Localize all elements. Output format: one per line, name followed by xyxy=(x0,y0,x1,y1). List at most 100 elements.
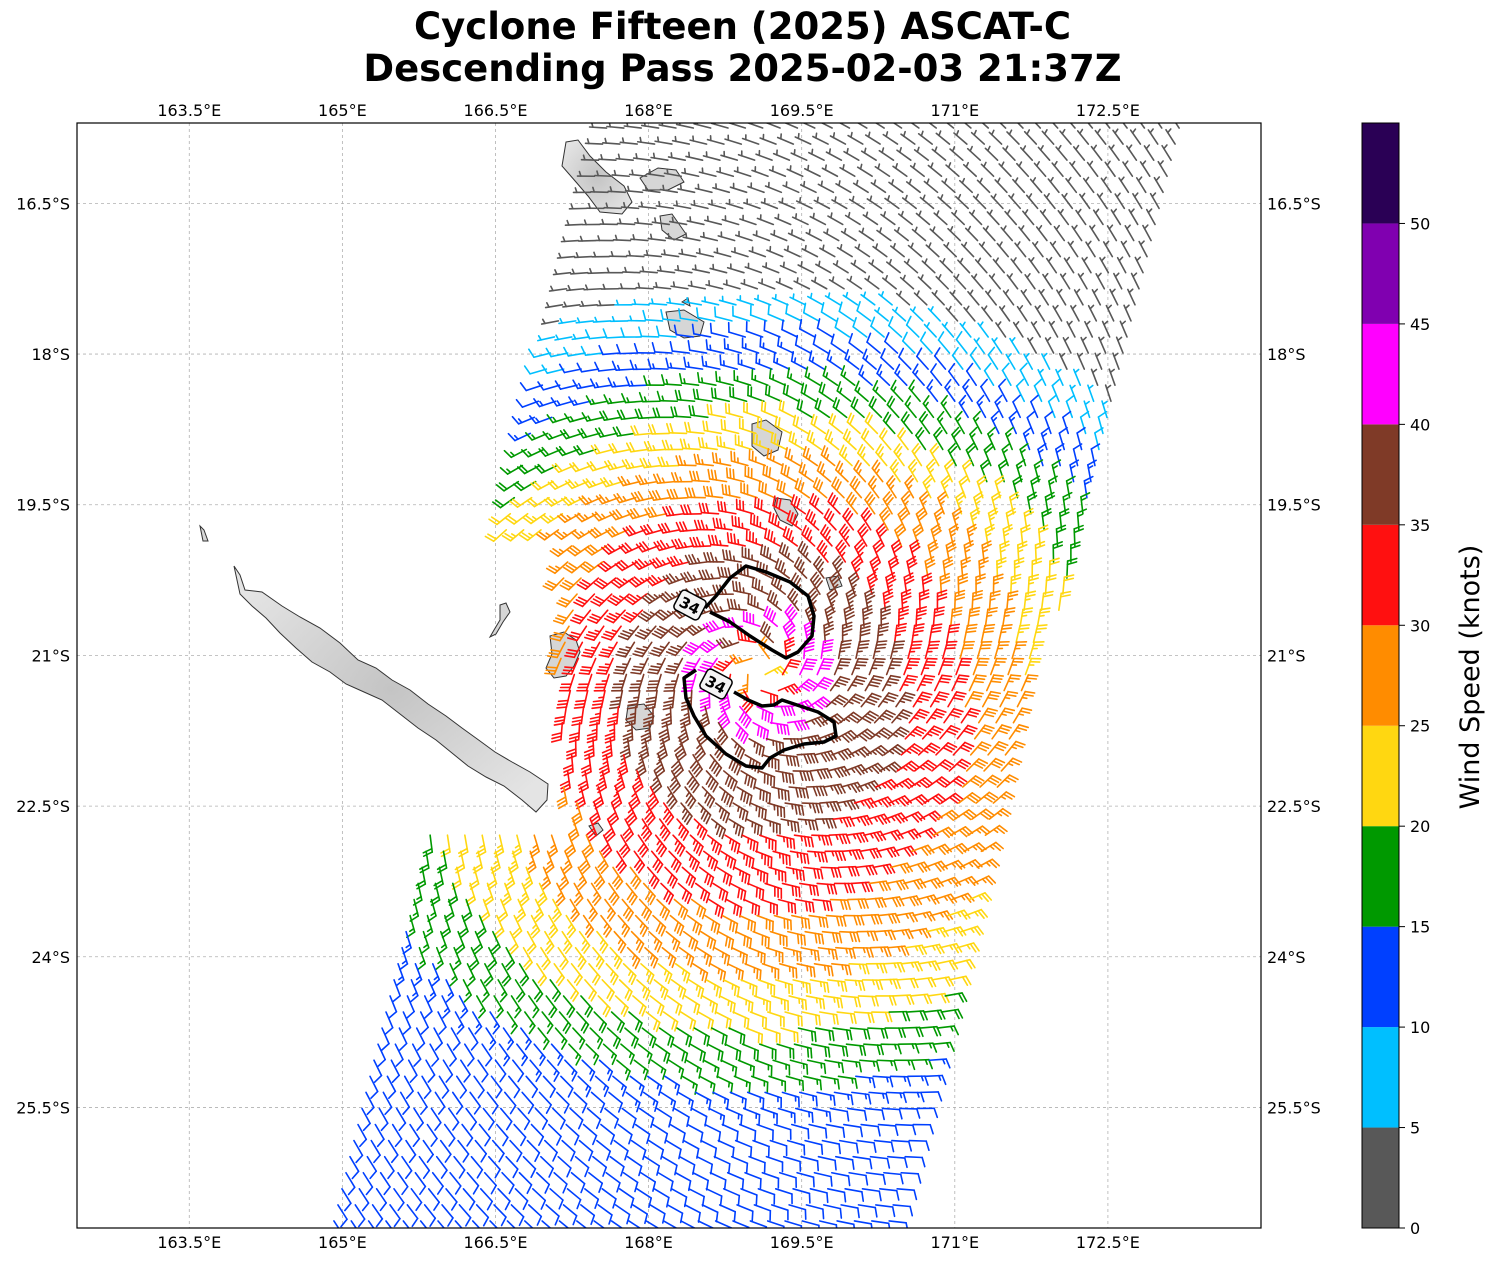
wind-barb xyxy=(897,210,913,226)
wind-barb xyxy=(814,397,831,419)
wind-barb xyxy=(652,281,672,290)
wind-barb xyxy=(991,491,1002,515)
wind-barb xyxy=(536,335,556,342)
wind-barb xyxy=(962,161,978,178)
wind-barb xyxy=(589,378,613,389)
wind-barb xyxy=(961,241,975,258)
wind-barb xyxy=(563,561,586,574)
wind-barb xyxy=(628,169,648,178)
wind-barb xyxy=(802,123,816,129)
wind-barb xyxy=(651,341,673,354)
wind-barb xyxy=(711,452,732,467)
wind-barb xyxy=(693,519,716,531)
wind-barb xyxy=(712,517,733,531)
wind-barb xyxy=(1040,590,1054,612)
wind-barb xyxy=(804,366,821,386)
wind-barb xyxy=(965,442,976,467)
wind-barb xyxy=(838,123,851,129)
wind-barb xyxy=(1081,256,1092,274)
wind-barb xyxy=(1022,209,1035,226)
wind-barb xyxy=(566,545,590,557)
wind-barb xyxy=(648,489,672,501)
wind-barb xyxy=(1110,208,1122,226)
wind-barb xyxy=(729,386,748,403)
wind-barb xyxy=(893,226,909,242)
wind-barb xyxy=(1032,240,1044,258)
wind-barb xyxy=(807,292,824,306)
wind-barb xyxy=(559,577,582,591)
wind-barb xyxy=(661,439,684,451)
wind-barb xyxy=(951,346,964,370)
wind-barb xyxy=(959,177,974,194)
wind-barb xyxy=(707,468,728,483)
wind-barb xyxy=(771,293,789,306)
wind-barb xyxy=(835,180,852,194)
wind-barb xyxy=(766,448,784,467)
wind-barb xyxy=(906,555,918,579)
wind-barb xyxy=(1016,161,1030,178)
wind-barb xyxy=(933,210,948,226)
wind-barb xyxy=(703,215,723,226)
wind-barb xyxy=(988,590,1001,612)
wind-barb xyxy=(626,250,645,258)
wind-barb xyxy=(1005,353,1016,370)
wind-barb xyxy=(698,167,717,178)
wind-barb xyxy=(802,445,819,467)
wind-barb xyxy=(870,179,887,194)
wind-barb xyxy=(846,412,861,435)
wind-barb xyxy=(603,394,626,405)
wind-barb xyxy=(780,463,797,483)
wind-barb xyxy=(1070,541,1081,563)
wind-barb xyxy=(709,322,729,338)
wind-barb xyxy=(919,331,933,354)
lon-tick-label-bottom-2: 166.5°E xyxy=(464,1233,528,1252)
wind-barb xyxy=(724,134,743,145)
wind-barb xyxy=(587,267,606,275)
wind-barb xyxy=(607,593,630,607)
wind-barb xyxy=(888,179,904,194)
wind-barb xyxy=(936,410,948,435)
lat-tick-label-right-0: 16.5°S xyxy=(1267,194,1321,213)
wind-barb xyxy=(696,307,716,322)
wind-barb xyxy=(884,195,900,210)
wind-barb xyxy=(788,430,805,451)
wind-barb xyxy=(923,178,939,194)
wind-barb xyxy=(737,353,756,370)
wind-barb xyxy=(905,178,921,194)
wind-barb xyxy=(1082,176,1095,194)
wind-barb xyxy=(867,475,880,499)
wind-barb xyxy=(766,245,784,258)
wind-barb xyxy=(963,123,972,129)
wind-barb xyxy=(856,163,873,178)
colorbar-bin-2 xyxy=(1362,926,1399,1028)
wind-barb xyxy=(741,337,760,354)
wind-barb xyxy=(693,453,714,467)
wind-barb xyxy=(1120,240,1131,258)
wind-barb xyxy=(611,360,634,372)
wind-barb xyxy=(1090,443,1101,467)
wind-barb xyxy=(1076,128,1090,145)
wind-barb xyxy=(996,241,1010,258)
wind-barb xyxy=(631,558,656,571)
wind-barb xyxy=(931,290,945,306)
wind-barb xyxy=(595,235,614,242)
wind-barb xyxy=(977,321,989,338)
wind-barb xyxy=(669,341,691,354)
wind-barb xyxy=(755,352,773,370)
wind-barb xyxy=(665,357,686,370)
wind-barb xyxy=(947,442,958,467)
wind-barb xyxy=(1097,410,1108,435)
wind-barb xyxy=(689,470,710,483)
wind-barb xyxy=(1062,336,1072,354)
wind-barb xyxy=(969,507,981,531)
wind-barb xyxy=(928,123,937,129)
wind-barb xyxy=(1033,378,1043,403)
wind-barb xyxy=(895,290,911,306)
colorbar-bin-1 xyxy=(1362,1027,1399,1128)
wind-barb xyxy=(1087,123,1094,129)
wind-barb xyxy=(612,426,636,437)
wind-barb xyxy=(941,321,955,338)
wind-barb xyxy=(523,365,548,375)
lat-tick-label-left-1: 18°S xyxy=(31,345,70,364)
wind-barb xyxy=(505,512,529,525)
